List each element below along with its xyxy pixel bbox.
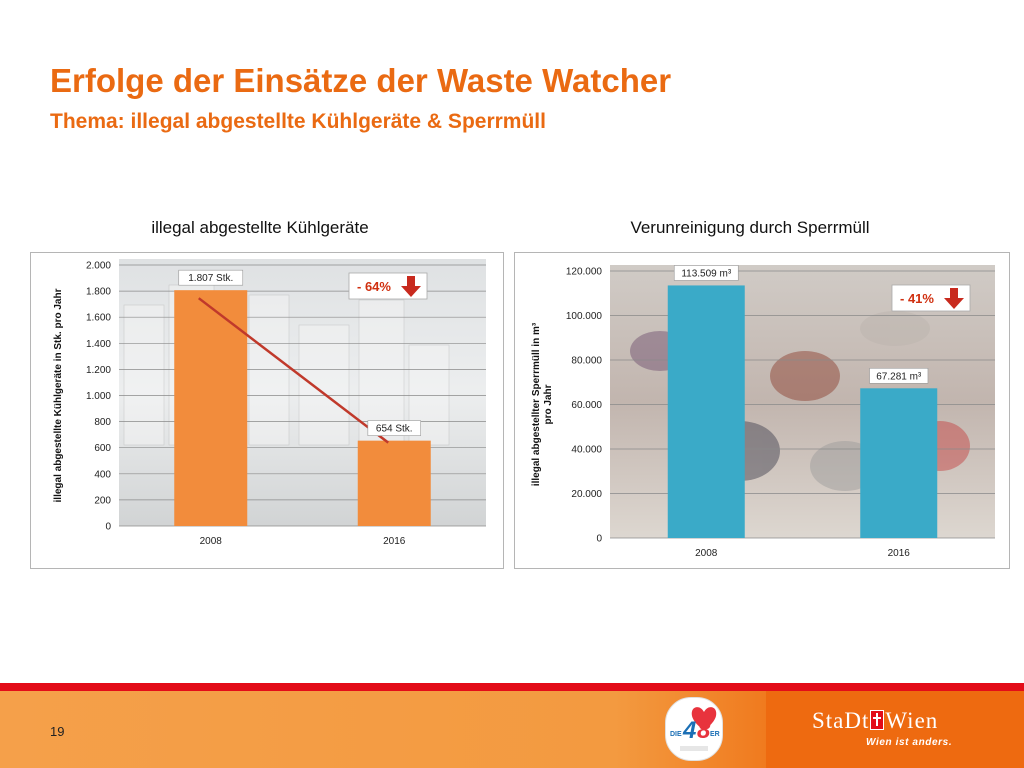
wien-cross-icon [870,710,885,730]
y-tick-label: 0 [596,534,602,545]
y-tick-label: 1.200 [86,365,111,376]
chart-right-svg: 0 20.000 40.000 60.000 80.000 100.000 120.000 i… [531,265,995,559]
x-tick-label: 2008 [200,536,223,547]
svg-text:ER: ER [710,731,720,738]
y-axis-title: illegal abgestellte Kühlgeräte in Stk. p… [53,288,64,502]
y-tick-label: 120.000 [566,267,603,278]
svg-text:DIE: DIE [670,731,682,738]
bar-2016 [860,388,938,538]
data-label-box [869,367,929,384]
data-label-box [367,420,421,436]
x-tick-label: 2008 [695,548,718,559]
y-tick-label: 60.000 [571,400,602,411]
data-label: 1.807 Stk. [188,273,233,284]
y-tick-label: 80.000 [571,356,602,367]
bar-2016 [357,440,431,526]
stadt-wien-logo-suffix: Wien [885,708,939,733]
y-tick-label: 400 [94,469,111,480]
y-axis-title: illegal abgestellter Sperrmüll in m³ [531,322,542,486]
chart-right: 0 20.000 40.000 60.000 80.000 100.000 120.000 i… [514,252,1010,569]
y-tick-label: 800 [94,417,111,428]
x-tick-label: 2016 [888,548,911,559]
y-tick-label: 0 [105,522,111,533]
y-tick-label: 100.000 [566,311,603,322]
chart-left-svg: 0 200 400 600 800 1.000 1.200 1.400 1.600 1.800 2.… [53,259,486,547]
stadt-wien-logo-text: StaDt [812,708,870,733]
down-arrow-icon [401,276,421,297]
die-48er-logo-graphic: 4 8 DIE ER [670,707,720,751]
y-axis-title: pro Jahr [543,384,554,424]
y-tick-label: 1.000 [86,391,111,402]
footer-right-panel [766,691,1024,768]
y-tick-label: 600 [94,443,111,454]
data-label-box [178,269,244,286]
die-48er-logo: 4 8 DIE ER [665,697,723,761]
footer-red-stripe [0,683,1024,691]
slide-title: Erfolge der Einsätze der Waste Watcher [50,62,672,99]
change-label: - 64% [357,279,391,294]
data-label-box [673,265,739,281]
slide-subtitle: Thema: illegal abgestellte Kühlgeräte & … [50,110,546,133]
trend-line [197,297,390,444]
data-label: 113.509 m³ [681,268,732,279]
chart-title-left: illegal abgestellte Kühlgeräte [151,218,369,237]
y-tick-label: 2.000 [86,261,111,272]
bar-2008 [667,285,745,538]
down-arrow-icon [944,288,964,309]
bar-2008 [174,290,248,526]
stadt-wien-slogan: Wien ist anders. [866,737,953,748]
y-tick-label: 1.400 [86,339,111,350]
chart-title-right: Verunreinigung durch Sperrmüll [630,218,870,237]
y-tick-label: 40.000 [571,445,602,456]
data-label: 654 Stk. [376,424,413,435]
y-tick-label: 1.800 [86,287,111,298]
y-tick-label: 20.000 [571,489,602,500]
y-tick-label: 1.600 [86,313,111,324]
stadt-wien-logo: StaDt Wien [812,708,938,734]
svg-text:4: 4 [682,717,696,744]
y-tick-label: 200 [94,495,111,506]
x-tick-label: 2016 [383,536,406,547]
change-label: - 41% [900,291,934,306]
page-number: 19 [50,724,65,739]
chart-left: 0 200 400 600 800 1.000 1.200 1.400 1.600 1.800 2.… [30,252,504,569]
svg-text:8: 8 [697,717,711,744]
data-label: 67.281 m³ [876,371,922,382]
